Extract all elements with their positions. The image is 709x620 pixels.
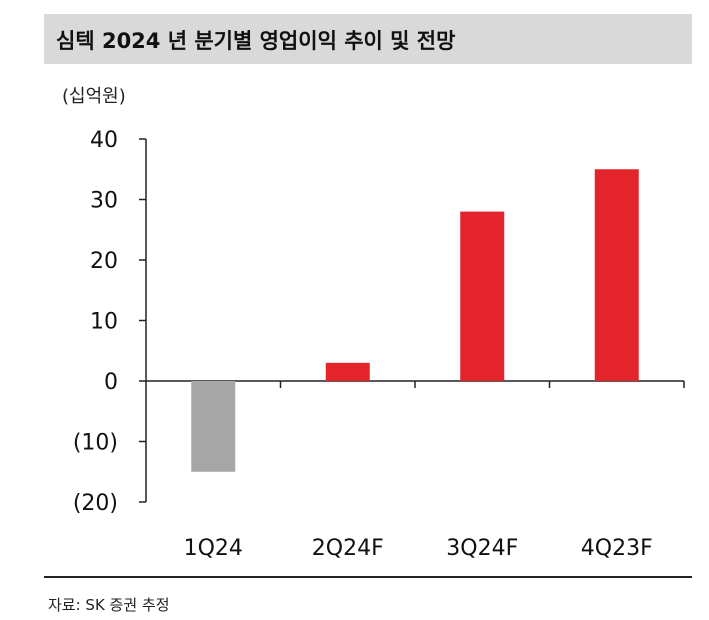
y-tick-label: 20 bbox=[90, 249, 118, 274]
bar-2q24f bbox=[325, 362, 370, 381]
unit-label: (십억원) bbox=[62, 86, 126, 107]
y-tick-label: (10) bbox=[73, 431, 118, 456]
chart-title: 심텍 2024 년 분기별 영업이익 추이 및 전망 bbox=[56, 29, 456, 53]
bar-1q24 bbox=[191, 381, 236, 472]
y-tick-label: 0 bbox=[104, 370, 118, 395]
bar-3q24f bbox=[460, 211, 505, 381]
y-tick-label: (20) bbox=[73, 491, 118, 516]
chart-title-bar: 심텍 2024 년 분기별 영업이익 추이 및 전망 bbox=[44, 14, 692, 64]
source-note: 자료: SK 증권 추정 bbox=[48, 596, 170, 614]
y-tick-label: 10 bbox=[90, 310, 118, 335]
x-tick-label: 1Q24 bbox=[184, 536, 243, 561]
x-tick-label: 3Q24F bbox=[446, 536, 518, 561]
bar-4q23f bbox=[594, 169, 639, 381]
x-tick-label: 4Q23F bbox=[581, 536, 653, 561]
y-tick-label: 40 bbox=[90, 128, 118, 153]
bottom-divider bbox=[44, 576, 692, 578]
x-tick-label: 2Q24F bbox=[312, 536, 384, 561]
y-tick-label: 30 bbox=[90, 189, 118, 214]
